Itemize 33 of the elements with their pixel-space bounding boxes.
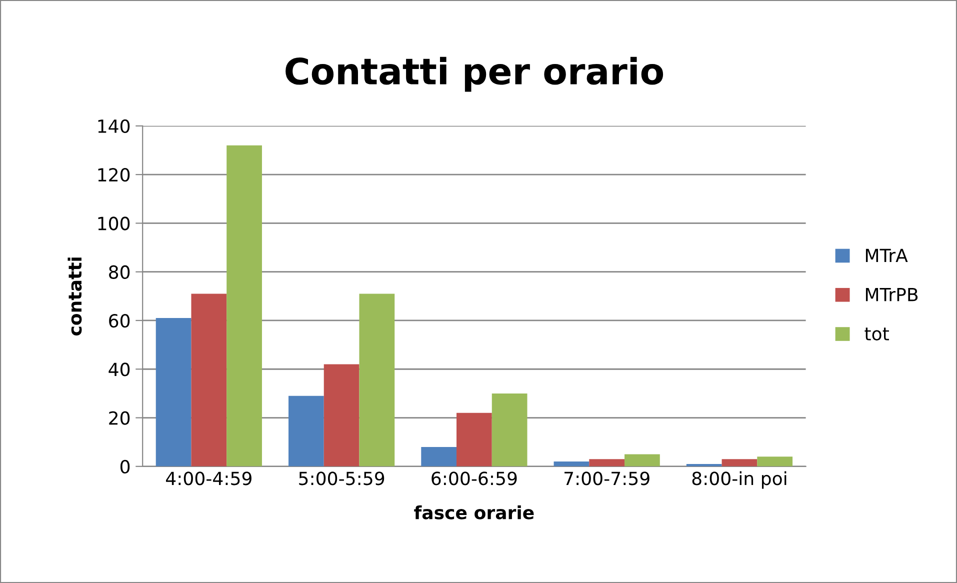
y-tick-label: 40 — [108, 362, 130, 376]
y-tick-label: 100 — [98, 216, 130, 230]
bar — [191, 294, 227, 466]
x-axis-title: fasce orarie — [414, 505, 534, 520]
bar — [722, 459, 758, 466]
legend-label: tot — [864, 328, 889, 341]
y-tick-label: 20 — [109, 411, 130, 425]
x-tick-label: 4:00-4:59 — [166, 472, 252, 486]
bar — [456, 412, 492, 466]
x-tick-label: 8:00-in poi — [692, 471, 786, 489]
bar — [624, 454, 660, 466]
bar — [554, 462, 590, 466]
x-tick-label: 7:00-7:59 — [564, 472, 650, 486]
bar — [324, 364, 360, 466]
x-tick-label: 5:00-5:59 — [299, 472, 384, 486]
y-tick-label: 80 — [109, 265, 130, 279]
x-tick-label: 6:00-6:59 — [432, 472, 517, 486]
chart-title: Contatti per orario — [286, 56, 664, 92]
bar — [156, 318, 192, 466]
bar — [492, 393, 528, 466]
y-tick-label: 0 — [120, 460, 130, 474]
y-tick-label: 140 — [98, 119, 130, 134]
y-tick-label: 120 — [98, 168, 130, 182]
y-tick-label: 60 — [109, 314, 130, 328]
bar — [589, 459, 625, 466]
bar — [359, 294, 395, 466]
legend-label: MTrA — [866, 248, 908, 262]
legend-label: MTrPB — [866, 288, 918, 302]
bar — [757, 456, 793, 466]
bar — [226, 145, 262, 466]
bar — [421, 446, 457, 466]
y-axis-title: contatti — [68, 258, 82, 336]
bar — [288, 396, 324, 466]
